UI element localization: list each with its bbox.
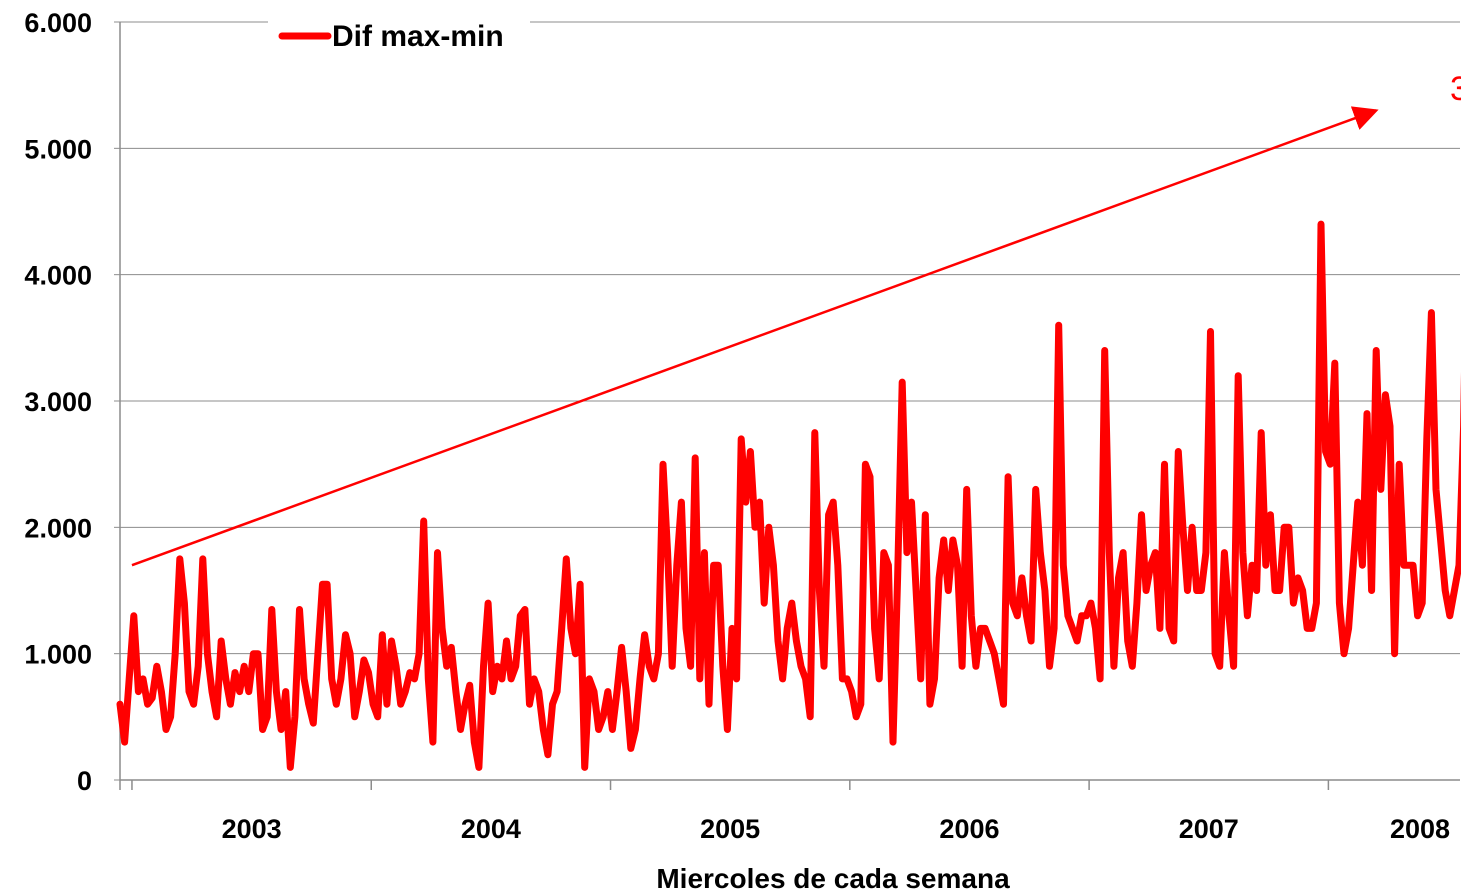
annotations: 3 [131, 70, 1461, 567]
x-tick-label: 2006 [939, 814, 999, 844]
x-tick-label: 2004 [461, 814, 521, 844]
trend-arrow [131, 106, 1379, 567]
y-tick-label: 1.000 [24, 640, 92, 670]
legend-label: Dif max-min [332, 20, 504, 53]
x-tick-label: 2005 [700, 814, 760, 844]
series-group [116, 220, 1461, 771]
x-tick-label: 2007 [1179, 814, 1239, 844]
y-tick-label: 5.000 [24, 134, 92, 164]
x-axis-label: Miercoles de cada semana [656, 863, 1010, 894]
series-line [116, 220, 1461, 771]
y-tick-label: 6.000 [24, 8, 92, 38]
legend: Dif max-min [268, 12, 530, 58]
y-tick-label: 2.000 [24, 513, 92, 543]
x-tick-label: 2003 [222, 814, 282, 844]
y-axis-ticks: 0 1.000 2.000 3.000 4.000 5.000 6.000 [24, 8, 120, 796]
annotation-text: 3 [1450, 70, 1461, 108]
x-axis-ticks: 2003 2004 2005 2006 2007 2008 [119, 780, 1450, 844]
x-tick-label: 2008 [1390, 814, 1450, 844]
y-tick-label: 3.000 [24, 387, 92, 417]
y-tick-label: 0 [77, 766, 92, 796]
y-tick-label: 4.000 [24, 261, 92, 291]
